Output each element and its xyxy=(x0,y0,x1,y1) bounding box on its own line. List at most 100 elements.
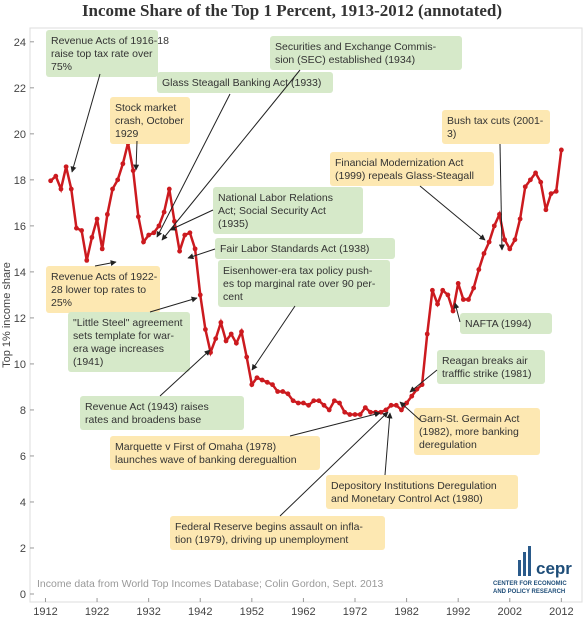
annotation-text: Depository Institutions Deregulation xyxy=(331,480,497,492)
y-tick-label: 8 xyxy=(20,405,26,417)
point xyxy=(409,393,415,399)
annotation-text: 25% xyxy=(51,297,72,309)
point xyxy=(342,409,348,415)
annotation: Revenue Acts of 1922-28 lower top rates … xyxy=(46,266,160,313)
point xyxy=(99,246,105,252)
point xyxy=(538,179,544,185)
point xyxy=(58,186,64,192)
arrow xyxy=(279,411,389,517)
point xyxy=(110,186,115,192)
annotation: Eisenhower-era tax policy push-es top ma… xyxy=(218,260,390,307)
y-tick-label: 4 xyxy=(20,497,26,509)
annotation-box xyxy=(46,30,158,77)
annotation-text: sets template for war- xyxy=(73,330,174,342)
x-tick-label: 1932 xyxy=(136,606,160,618)
y-tick-label: 24 xyxy=(14,37,26,49)
annotation-text: Federal Reserve begins assault on infla- xyxy=(175,521,363,533)
point xyxy=(135,214,141,220)
y-tick-label: 16 xyxy=(14,221,26,233)
point xyxy=(497,211,502,217)
annotation: Glass Steagall Banking Act (1933) xyxy=(157,72,333,93)
point xyxy=(491,223,497,229)
point xyxy=(151,230,157,236)
annotation-text: Eisenhower-era tax policy push- xyxy=(223,265,373,277)
annotation: Garn-St. Germain Act(1982), more banking… xyxy=(414,408,540,455)
annotation-text: launches wave of banking deregualtion xyxy=(115,454,297,466)
annotation-box xyxy=(46,266,160,313)
point xyxy=(471,285,477,291)
point xyxy=(120,161,126,167)
x-tick-label: 1922 xyxy=(85,606,109,618)
point xyxy=(233,340,239,346)
point xyxy=(53,173,59,179)
arrow xyxy=(133,140,140,171)
annotation-text: sion (SEC) established (1934) xyxy=(275,54,415,66)
point xyxy=(553,188,559,194)
arrow xyxy=(159,349,211,397)
y-tick-label: 6 xyxy=(20,451,26,463)
point xyxy=(450,308,456,314)
point xyxy=(383,407,389,413)
plot-frame xyxy=(29,27,583,603)
point xyxy=(357,412,363,417)
annotation-text: Financial Modernization Act xyxy=(335,157,463,169)
point xyxy=(270,382,275,388)
y-tick-label: 12 xyxy=(14,313,26,325)
annotation-text: raise top tax rate over xyxy=(51,48,153,60)
arrow xyxy=(156,93,231,238)
annotation-text: trafffic strike (1981) xyxy=(442,368,531,380)
point xyxy=(548,191,554,197)
logo-bar xyxy=(523,552,526,576)
y-tick-label: 14 xyxy=(14,267,26,279)
annotation-text: Revenue Act (1943) raises xyxy=(85,401,209,413)
point xyxy=(466,297,471,302)
point xyxy=(239,329,244,335)
point xyxy=(254,375,260,381)
annotation-box xyxy=(110,97,190,144)
arrow xyxy=(161,69,301,241)
annotation-text: Marquette v First of Omaha (1978) xyxy=(115,441,276,453)
point xyxy=(275,389,281,394)
point xyxy=(362,405,368,411)
point xyxy=(244,354,250,360)
annotation-text: Bush tax cuts (2001- xyxy=(447,115,544,127)
point xyxy=(512,237,518,243)
point xyxy=(543,207,549,213)
x-tick-label: 1912 xyxy=(33,606,57,618)
annotation-text: 1929 xyxy=(115,128,139,140)
point xyxy=(316,398,322,404)
point xyxy=(337,400,342,406)
logo: cepr CENTER FOR ECONOMIC AND POLICY RESE… xyxy=(493,546,572,595)
annotation-box xyxy=(414,408,540,455)
point xyxy=(218,320,224,325)
x-tick-label: 1962 xyxy=(291,606,315,618)
annotation-text: es top marginal rate over 90 per- xyxy=(223,278,376,290)
point xyxy=(249,382,255,388)
point xyxy=(264,379,270,385)
annotation-text: tion (1979), driving up unemployment xyxy=(175,534,348,546)
point xyxy=(48,178,54,184)
annotation-box xyxy=(460,313,552,334)
annotation-text: and Monetary Control Act (1980) xyxy=(331,493,483,505)
point xyxy=(445,292,451,298)
point xyxy=(455,280,461,286)
point xyxy=(399,407,404,413)
point xyxy=(352,412,358,417)
annotation-text: Securities and Exchange Commis- xyxy=(275,41,437,53)
annotation-text: (1999) repeals Glass-Steagall xyxy=(335,170,474,182)
arrow xyxy=(70,73,101,173)
annotation: Marquette v First of Omaha (1978)launche… xyxy=(110,436,320,470)
point xyxy=(192,246,198,252)
annotation-text: 28 lower top rates to xyxy=(51,284,146,296)
point xyxy=(429,287,435,293)
point xyxy=(481,251,487,256)
logo-name: cepr xyxy=(536,559,572,578)
chart-title: Income Share of the Top 1 Percent, 1913-… xyxy=(82,1,502,20)
point xyxy=(141,239,146,245)
point xyxy=(558,147,564,153)
point xyxy=(115,177,121,183)
